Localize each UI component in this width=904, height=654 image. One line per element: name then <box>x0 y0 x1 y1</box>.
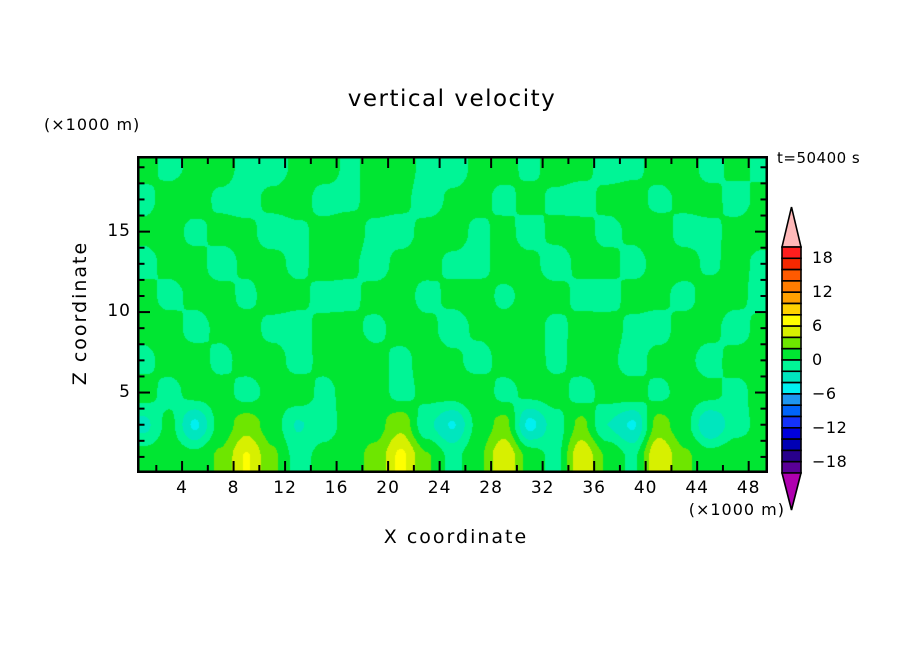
timestamp-label: t=50400 s <box>777 149 861 167</box>
x-tick-label: 20 <box>376 478 400 498</box>
x-axis-unit-label: (×1000 m) <box>688 500 785 519</box>
plot-title: vertical velocity <box>347 86 557 112</box>
colorbar-label: 12 <box>812 282 834 302</box>
colorbar <box>780 206 803 511</box>
x-tick-label: 4 <box>176 478 188 498</box>
colorbar-under-arrow <box>780 472 803 511</box>
x-tick-label: 48 <box>736 478 761 498</box>
colorbar-over-arrow <box>780 206 803 248</box>
x-tick-label: 24 <box>427 478 452 498</box>
colorbar-segment <box>781 325 802 339</box>
y-tick-label: 15 <box>107 220 131 241</box>
colorbar-label: 18 <box>812 248 834 268</box>
colorbar-label: −12 <box>812 417 848 437</box>
x-tick-label: 28 <box>479 478 503 498</box>
x-axis-title: X coordinate <box>383 526 529 548</box>
colorbar-label: 6 <box>812 316 823 336</box>
colorbar-segment <box>781 370 802 384</box>
colorbar-segment <box>781 336 802 350</box>
colorbar-segment <box>781 404 802 418</box>
y-tick-label: 10 <box>107 301 131 322</box>
colorbar-segment <box>781 415 802 429</box>
colorbar-segment <box>781 347 802 361</box>
colorbar-segment <box>781 393 802 406</box>
colorbar-segment <box>781 460 802 474</box>
colorbar-segment <box>781 268 802 282</box>
x-tick-label: 36 <box>582 478 606 498</box>
colorbar-label: −6 <box>812 383 837 403</box>
x-tick-label: 40 <box>633 478 658 498</box>
x-tick-label: 8 <box>227 478 240 498</box>
colorbar-label: −18 <box>812 451 848 471</box>
colorbar-segment <box>781 381 802 395</box>
colorbar-label: 0 <box>812 350 823 369</box>
colorbar-segment <box>781 427 802 440</box>
colorbar-segment <box>781 314 802 327</box>
colorbar-segment <box>781 291 802 305</box>
plot-frame-and-ticks <box>137 156 768 473</box>
y-axis-unit-label: (×1000 m) <box>44 115 141 134</box>
plot-border <box>137 156 768 473</box>
x-tick-label: 16 <box>324 478 349 498</box>
y-tick-label: 5 <box>119 381 131 402</box>
colorbar-segment <box>781 449 802 463</box>
x-tick-label: 32 <box>530 478 555 498</box>
x-tick-label: 12 <box>273 478 297 498</box>
contour-plot-canvas <box>137 156 768 473</box>
x-tick-label: 44 <box>685 478 709 498</box>
colorbar-segment <box>781 359 802 373</box>
y-axis-title: Z coordinate <box>69 240 91 386</box>
colorbar-segment <box>781 246 802 260</box>
colorbar-segment <box>781 257 802 271</box>
colorbar-segment <box>781 280 802 294</box>
colorbar-segment <box>781 302 802 316</box>
colorbar-segment <box>781 438 802 452</box>
